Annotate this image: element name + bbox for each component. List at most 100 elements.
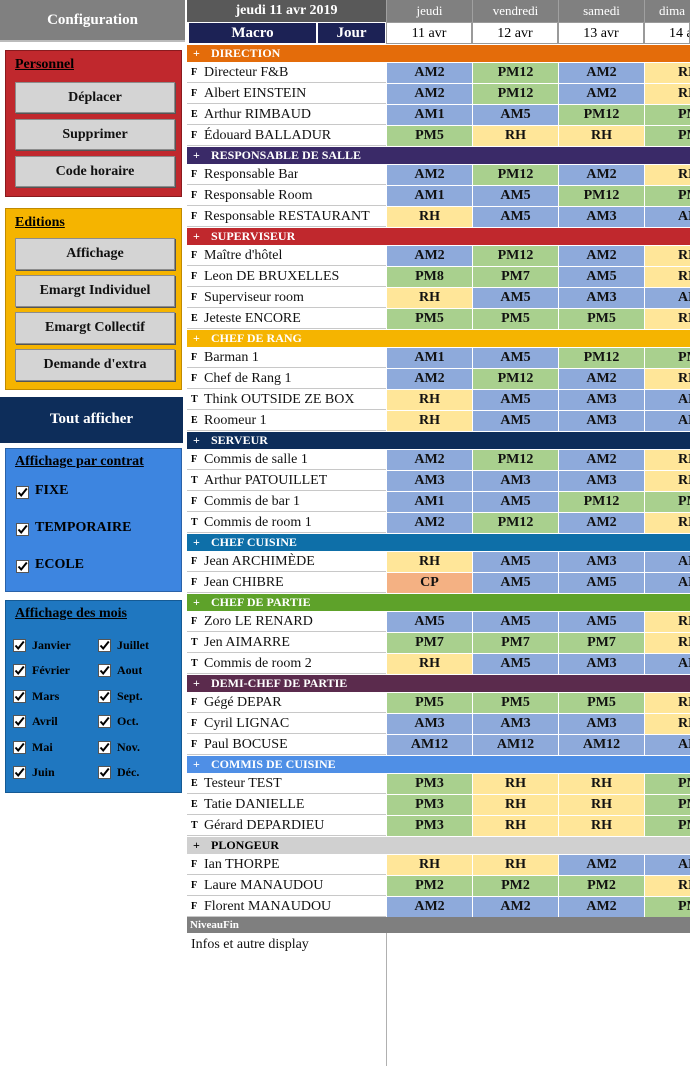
shift-cell[interactable]: AM2 (387, 63, 472, 83)
shift-cell[interactable]: RH (645, 309, 690, 329)
shift-cell[interactable]: RH (387, 288, 472, 308)
shift-cell[interactable]: RH (387, 411, 472, 431)
month-option[interactable]: Nov. (117, 739, 141, 754)
employee-name[interactable]: Paul BOCUSE (204, 737, 288, 752)
employee-name[interactable]: Responsable Bar (204, 167, 299, 182)
shift-cell[interactable]: PM (645, 105, 690, 125)
month-option[interactable]: Sept. (117, 688, 143, 703)
button[interactable]: Code horaire (15, 156, 175, 187)
month-option[interactable]: Juin (32, 765, 55, 779)
month-option[interactable]: Janvier (32, 638, 71, 652)
shift-cell[interactable]: PM (645, 348, 690, 368)
shift-cell[interactable]: AM12 (559, 735, 644, 755)
shift-cell[interactable]: PM5 (387, 126, 472, 146)
shift-cell[interactable]: AM3 (473, 471, 558, 491)
shift-cell[interactable]: PM2 (387, 876, 472, 896)
shift-cell[interactable]: PM12 (473, 450, 558, 470)
employee-name[interactable]: Florent MANAUDOU (204, 899, 332, 914)
shift-cell[interactable]: RH (387, 207, 472, 227)
shift-cell[interactable]: AM3 (559, 654, 644, 674)
shift-cell[interactable]: PM8 (387, 267, 472, 287)
expand-toggle[interactable]: + (193, 46, 200, 60)
shift-cell[interactable]: RH (387, 654, 472, 674)
month-option[interactable]: Aout (117, 663, 143, 678)
shift-cell[interactable]: AM5 (559, 267, 644, 287)
shift-cell[interactable]: AM2 (387, 897, 472, 917)
shift-cell[interactable]: AM5 (473, 207, 558, 227)
shift-cell[interactable]: RH (387, 855, 472, 875)
employee-name[interactable]: Arthur PATOUILLET (204, 473, 328, 488)
checkbox[interactable] (16, 486, 29, 499)
shift-cell[interactable]: AM2 (473, 897, 558, 917)
shift-cell[interactable]: PM7 (559, 633, 644, 653)
shift-cell[interactable]: PM3 (387, 816, 472, 836)
shift-cell[interactable]: PM3 (387, 774, 472, 794)
day-button[interactable]: Jour (318, 23, 385, 43)
shift-cell[interactable]: AM2 (559, 897, 644, 917)
shift-cell[interactable]: AM5 (559, 612, 644, 632)
shift-cell[interactable]: PM (645, 126, 690, 146)
shift-cell[interactable]: AM3 (387, 471, 472, 491)
button[interactable]: Emargt Individuel (15, 275, 175, 307)
shift-cell[interactable]: AM (645, 735, 690, 755)
contract-option[interactable]: ECOLE (35, 557, 85, 572)
shift-cell[interactable]: AM2 (559, 165, 644, 185)
shift-cell[interactable]: AM5 (559, 573, 644, 593)
shift-cell[interactable]: AM12 (473, 735, 558, 755)
shift-cell[interactable]: PM (645, 897, 690, 917)
button[interactable]: Supprimer (15, 119, 175, 150)
shift-cell[interactable]: AM1 (387, 492, 472, 512)
show-all-button[interactable]: Tout afficher (0, 397, 183, 443)
employee-name[interactable]: Directeur F&B (204, 65, 289, 80)
shift-cell[interactable]: AM1 (387, 186, 472, 206)
shift-cell[interactable]: AM5 (473, 390, 558, 410)
checkbox[interactable] (98, 689, 111, 703)
shift-cell[interactable]: PM (645, 186, 690, 206)
shift-cell[interactable]: AM5 (473, 288, 558, 308)
shift-cell[interactable]: RH (559, 795, 644, 815)
checkbox[interactable] (16, 560, 29, 573)
shift-cell[interactable]: AM5 (473, 573, 558, 593)
shift-cell[interactable]: PM (645, 492, 690, 512)
shift-cell[interactable]: PM7 (387, 633, 472, 653)
shift-cell[interactable]: RH (473, 774, 558, 794)
checkbox[interactable] (98, 740, 111, 754)
checkbox[interactable] (98, 639, 111, 652)
shift-cell[interactable]: AM1 (387, 105, 472, 125)
shift-cell[interactable]: AM3 (559, 552, 644, 572)
shift-cell[interactable]: PM12 (473, 63, 558, 83)
expand-toggle[interactable]: + (193, 229, 200, 243)
employee-name[interactable]: Responsable RESTAURANT (204, 209, 370, 224)
shift-cell[interactable]: RH (559, 774, 644, 794)
shift-cell[interactable]: AM2 (387, 369, 472, 389)
shift-cell[interactable]: AM5 (473, 186, 558, 206)
shift-cell[interactable]: RH (559, 126, 644, 146)
shift-cell[interactable]: AM1 (387, 348, 472, 368)
shift-cell[interactable]: PM5 (387, 693, 472, 713)
shift-cell[interactable]: AM (645, 552, 690, 572)
employee-name[interactable]: Barman 1 (204, 350, 259, 365)
configuration-button[interactable]: Configuration (0, 0, 185, 42)
shift-cell[interactable]: PM12 (559, 492, 644, 512)
employee-name[interactable]: Zoro LE RENARD (204, 614, 313, 629)
button[interactable]: Déplacer (15, 82, 175, 113)
shift-cell[interactable]: RH (645, 612, 690, 632)
shift-cell[interactable]: RH (645, 246, 690, 266)
shift-cell[interactable]: AM (645, 573, 690, 593)
checkbox[interactable] (13, 689, 26, 703)
shift-cell[interactable]: AM (645, 207, 690, 227)
shift-cell[interactable]: AM3 (559, 471, 644, 491)
expand-toggle[interactable]: + (193, 757, 200, 771)
shift-cell[interactable]: PM12 (473, 369, 558, 389)
month-option[interactable]: Février (32, 663, 70, 678)
shift-cell[interactable]: AM2 (387, 450, 472, 470)
shift-cell[interactable]: PM (645, 816, 690, 836)
shift-cell[interactable]: RH (473, 855, 558, 875)
shift-cell[interactable]: RH (645, 84, 690, 104)
shift-cell[interactable]: AM2 (387, 513, 472, 533)
employee-name[interactable]: Cyril LIGNAC (204, 716, 290, 731)
shift-cell[interactable]: AM5 (387, 612, 472, 632)
shift-cell[interactable]: PM12 (473, 513, 558, 533)
shift-cell[interactable]: RH (645, 633, 690, 653)
shift-cell[interactable]: PM2 (473, 876, 558, 896)
